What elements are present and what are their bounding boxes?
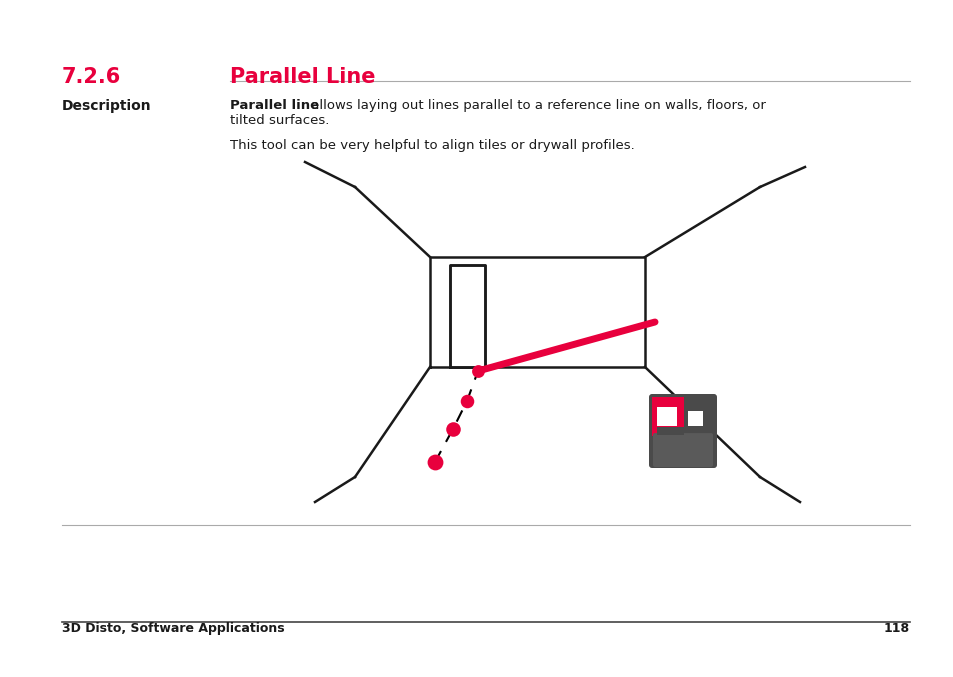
Point	[459, 395, 475, 406]
Bar	[683, 397, 713, 437]
Text: This tool can be very helpful to align tiles or drywall profiles.: This tool can be very helpful to align t…	[230, 139, 634, 152]
Text: Description: Description	[62, 99, 152, 113]
Bar	[657, 406, 676, 426]
Text: 3D Disto, Software Applications: 3D Disto, Software Applications	[62, 622, 284, 635]
FancyBboxPatch shape	[648, 394, 717, 468]
Text: allows laying out lines parallel to a reference line on walls, floors, or: allows laying out lines parallel to a re…	[307, 99, 765, 112]
Text: 7.2.6: 7.2.6	[62, 67, 121, 87]
Point	[445, 424, 460, 435]
Bar	[651, 397, 683, 437]
Bar	[657, 427, 683, 435]
Text: Parallel Line: Parallel Line	[230, 67, 375, 87]
Point	[427, 456, 442, 467]
Text: Parallel line: Parallel line	[230, 99, 319, 112]
Bar	[687, 410, 702, 426]
FancyBboxPatch shape	[652, 433, 712, 467]
Point	[470, 366, 485, 376]
Text: tilted surfaces.: tilted surfaces.	[230, 114, 329, 127]
Bar	[450, 265, 484, 367]
Text: 118: 118	[882, 622, 909, 635]
